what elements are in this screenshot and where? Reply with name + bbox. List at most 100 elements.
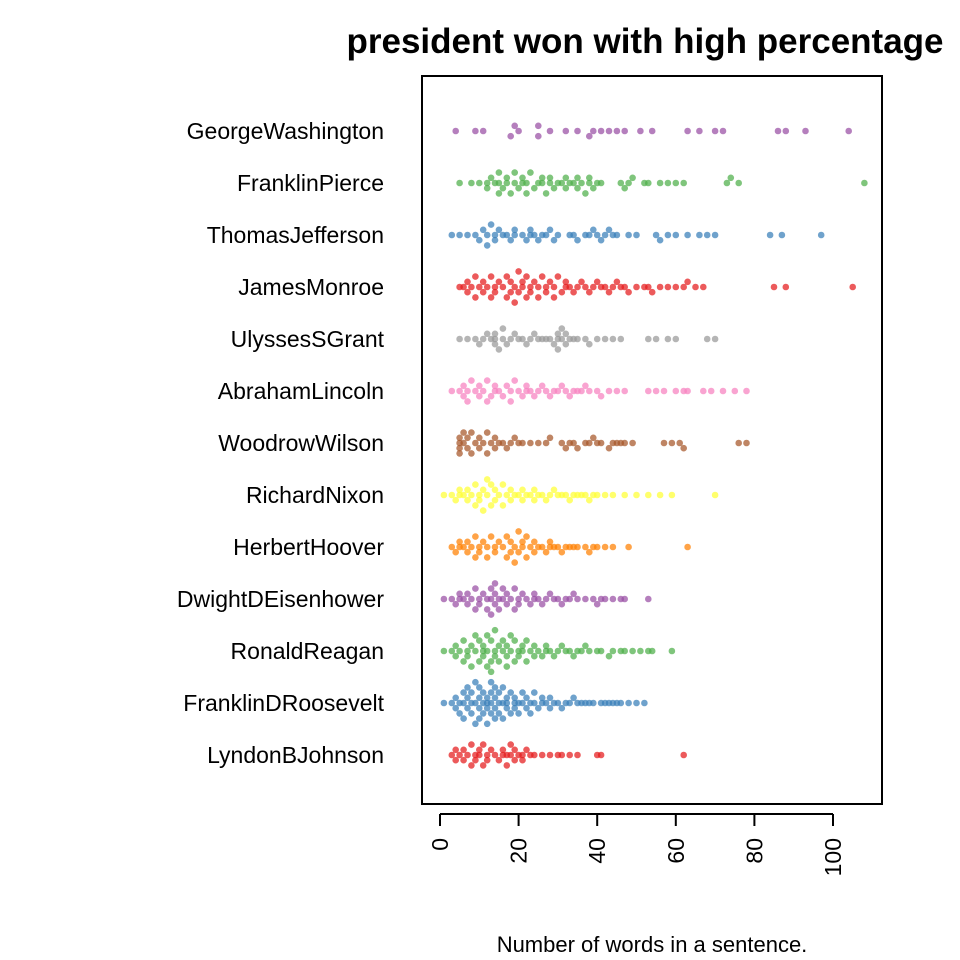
data-point [452, 746, 460, 754]
data-point [507, 278, 514, 286]
data-point [491, 751, 499, 759]
data-point [495, 756, 503, 764]
category-label: GeorgeWashington [187, 118, 384, 144]
data-point [491, 335, 499, 343]
data-point [472, 699, 479, 707]
data-point [696, 231, 703, 239]
category-label: FranklinPierce [237, 170, 384, 196]
data-point [464, 684, 471, 691]
data-point [605, 127, 613, 135]
data-point [558, 179, 566, 187]
data-point [519, 496, 526, 504]
data-point [562, 278, 570, 286]
data-point [464, 548, 471, 556]
data-point [546, 127, 554, 135]
data-point [483, 663, 491, 670]
data-point [491, 236, 499, 244]
data-point [487, 439, 495, 447]
data-point [507, 548, 514, 556]
data-point [499, 684, 507, 691]
data-point [476, 179, 483, 187]
data-point [483, 398, 491, 405]
data-point [495, 346, 503, 353]
data-point [637, 647, 644, 655]
data-point [609, 491, 617, 499]
data-point [582, 642, 589, 650]
data-point [483, 491, 491, 499]
data-point [499, 184, 507, 192]
data-point [582, 543, 589, 551]
data-point [554, 330, 562, 338]
data-point [479, 710, 487, 717]
data-point [507, 335, 514, 343]
data-point [542, 439, 550, 447]
data-point [456, 647, 463, 655]
data-point [613, 127, 621, 135]
data-point [535, 236, 542, 244]
data-point [582, 595, 589, 603]
data-point [464, 387, 471, 395]
data-point [574, 444, 581, 452]
data-point [743, 387, 750, 395]
data-point [495, 387, 503, 395]
data-point [464, 486, 471, 494]
data-point [511, 434, 518, 442]
data-point [476, 694, 483, 702]
data-point [491, 600, 499, 608]
data-point [448, 231, 456, 239]
data-point [648, 647, 656, 655]
data-point [519, 751, 526, 759]
data-point [495, 658, 503, 665]
data-point [609, 335, 617, 343]
data-point [590, 595, 597, 603]
category-label: RichardNixon [246, 482, 384, 508]
data-point [507, 632, 514, 639]
data-point [531, 751, 538, 759]
data-point [605, 288, 613, 296]
data-point [723, 179, 731, 187]
data-point [680, 751, 687, 759]
data-point [527, 710, 534, 717]
data-point [554, 543, 562, 551]
data-point [464, 278, 471, 286]
data-point [703, 231, 711, 239]
data-point [483, 694, 491, 702]
data-point [554, 387, 562, 395]
data-point [609, 283, 617, 291]
data-point [531, 278, 538, 286]
data-point [472, 502, 479, 509]
data-point [483, 704, 491, 712]
data-point [479, 439, 487, 447]
data-point [531, 642, 538, 650]
data-point [503, 533, 511, 540]
data-point [542, 288, 550, 296]
data-point [633, 699, 640, 707]
data-point [684, 278, 691, 286]
data-point [546, 179, 554, 187]
data-point [476, 543, 483, 551]
data-point [845, 127, 852, 135]
data-point [590, 434, 597, 442]
data-point [558, 600, 566, 608]
data-point [495, 190, 503, 197]
data-point [511, 283, 518, 291]
data-point [511, 606, 518, 613]
data-point [558, 439, 566, 447]
data-point [472, 632, 479, 639]
data-point [499, 543, 507, 551]
data-point [621, 491, 628, 499]
data-point [472, 647, 479, 655]
data-point [487, 689, 495, 696]
data-point [495, 606, 503, 613]
data-point [523, 179, 530, 187]
data-point [460, 595, 467, 603]
data-point [617, 335, 625, 343]
data-point [452, 756, 460, 764]
data-point [460, 439, 467, 447]
data-point [472, 554, 479, 561]
data-point [476, 595, 483, 603]
data-point [507, 190, 514, 197]
data-point [483, 720, 491, 728]
data-point [483, 377, 491, 384]
data-point [546, 392, 554, 400]
